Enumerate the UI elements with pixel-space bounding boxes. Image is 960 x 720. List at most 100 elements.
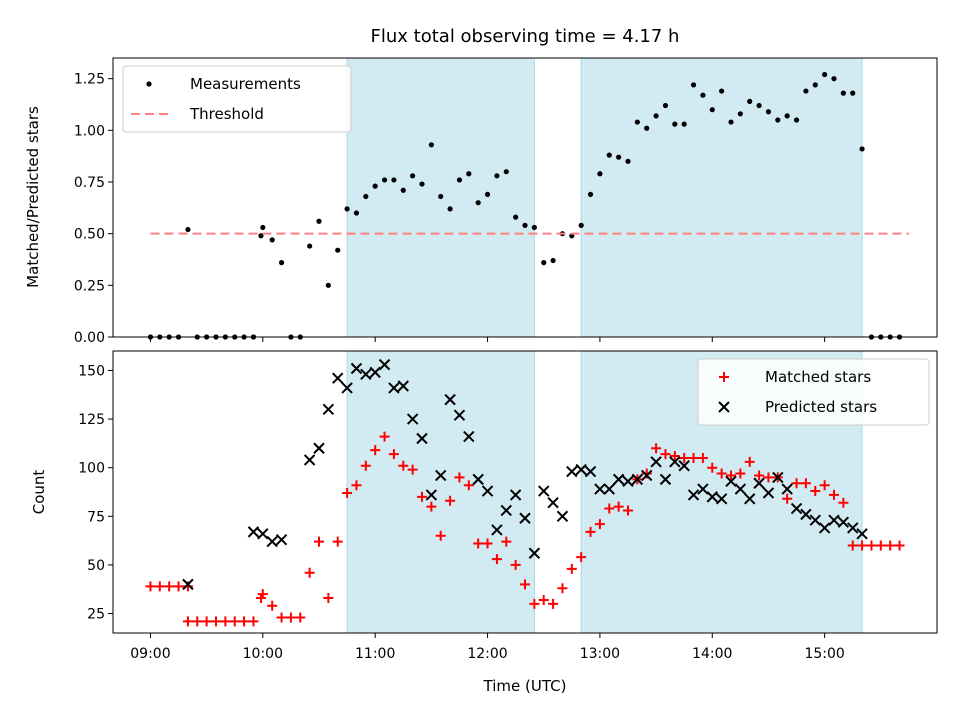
x-axis-label: Time (UTC)	[483, 677, 567, 695]
bottom-legend-label: Predicted stars	[765, 398, 877, 416]
bottom-predicted-point	[481, 485, 494, 497]
bottom-matched-point	[332, 536, 343, 547]
bottom-matched-point	[323, 592, 334, 603]
bottom-matched-point	[688, 452, 699, 463]
top-data-point	[859, 146, 865, 152]
top-data-point	[400, 187, 406, 193]
bottom-predicted-point	[388, 382, 400, 394]
bottom-matched-point	[894, 540, 905, 551]
top-legend-box	[122, 65, 352, 133]
bottom-predicted-point	[706, 491, 718, 503]
bottom-legend-plus-marker	[719, 372, 729, 382]
bottom-y-tick-label: 100	[78, 461, 105, 477]
top-data-point	[353, 210, 360, 216]
chart-title: Flux total observing time = 4.17 h	[371, 26, 680, 47]
bottom-matched-point	[182, 581, 193, 592]
bottom-matched-point	[716, 468, 727, 479]
top-data-point	[522, 222, 528, 228]
bottom-predicted-point	[678, 460, 690, 472]
top-data-point	[850, 90, 856, 96]
bottom-matched-point	[510, 559, 521, 570]
top-data-point	[494, 173, 500, 179]
bottom-predicted-point	[341, 382, 353, 394]
bottom-matched-point	[239, 616, 250, 627]
bottom-predicted-point	[547, 496, 559, 509]
top-y-tick-label: 0.50	[74, 227, 105, 243]
top-data-point	[456, 177, 463, 183]
top-data-point	[410, 173, 416, 179]
top-legend-dot-marker	[146, 81, 152, 87]
top-data-point	[616, 154, 622, 160]
bottom-y-tick-label: 75	[87, 509, 105, 525]
bottom-predicted-point	[650, 456, 662, 468]
top-data-point	[372, 183, 378, 189]
top-panel: 0.00 0.25 0.50 0.75 1.00 1.25 Measurements Thre…	[74, 57, 938, 346]
bottom-y-tick-label: 50	[87, 558, 105, 574]
bottom-matched-point	[660, 449, 671, 460]
bottom-predicted-point	[594, 483, 606, 495]
bottom-matched-point	[407, 464, 418, 475]
bottom-predicted-point	[313, 442, 325, 454]
bottom-predicted-point	[350, 362, 363, 375]
top-shaded-interval	[580, 57, 863, 338]
top-data-point	[466, 171, 472, 177]
top-y-tick-label: 0.75	[74, 175, 105, 191]
top-data-point	[756, 102, 762, 109]
bottom-predicted-point	[369, 366, 381, 379]
top-data-point	[587, 191, 594, 197]
top-data-point	[344, 206, 350, 212]
top-data-point	[803, 88, 809, 94]
bottom-predicted-point	[182, 578, 194, 591]
bottom-matched-point	[220, 616, 231, 627]
bottom-predicted-point	[275, 533, 288, 546]
top-axes-frame	[112, 57, 938, 338]
bottom-matched-point	[735, 468, 746, 479]
bottom-matched-point	[810, 486, 821, 497]
bottom-predicted-point	[669, 456, 681, 468]
bottom-matched-point	[857, 540, 868, 551]
bottom-predicted-point	[322, 403, 335, 416]
bottom-matched-point	[445, 495, 456, 506]
bottom-matched-point	[351, 480, 362, 491]
bottom-matched-point	[604, 503, 615, 514]
bottom-matched-point	[707, 462, 718, 473]
bottom-matched-point	[782, 493, 793, 504]
bottom-matched-point	[754, 470, 765, 481]
bottom-matched-point	[829, 489, 839, 500]
bottom-predicted-point	[266, 535, 278, 548]
bottom-matched-point	[491, 554, 502, 565]
x-tick-label: 12:00	[467, 646, 507, 662]
top-data-point	[597, 171, 603, 177]
bottom-matched-point	[875, 540, 886, 551]
top-data-point	[700, 92, 706, 98]
bottom-y-axis-label: Count	[30, 470, 48, 515]
bottom-predicted-point	[856, 528, 868, 540]
bottom-predicted-point	[781, 483, 793, 495]
bottom-y-tick-label: 25	[87, 607, 105, 623]
bottom-predicted-point	[360, 368, 372, 381]
top-data-point	[719, 88, 725, 94]
bottom-matched-point	[435, 530, 446, 541]
bottom-matched-point	[473, 538, 484, 549]
bottom-predicted-point	[257, 528, 269, 540]
bottom-matched-point	[164, 581, 175, 592]
top-data-point	[438, 193, 444, 200]
bottom-predicted-point	[406, 413, 419, 425]
bottom-predicted-point	[472, 473, 484, 486]
top-data-point	[578, 222, 584, 228]
bottom-matched-point	[548, 598, 559, 609]
top-data-point	[681, 121, 687, 127]
bottom-matched-point	[454, 472, 465, 483]
bottom-matched-point	[285, 612, 296, 623]
bottom-matched-point	[651, 443, 662, 454]
top-data-point	[391, 177, 397, 183]
bottom-predicted-point	[744, 493, 756, 505]
bottom-matched-point	[669, 451, 680, 462]
top-data-point	[644, 125, 650, 131]
bottom-predicted-point	[818, 522, 831, 534]
x-tick-label: 13:00	[580, 646, 620, 662]
top-data-point	[690, 82, 697, 88]
top-data-point	[625, 158, 631, 164]
bottom-predicted-point	[847, 522, 859, 534]
